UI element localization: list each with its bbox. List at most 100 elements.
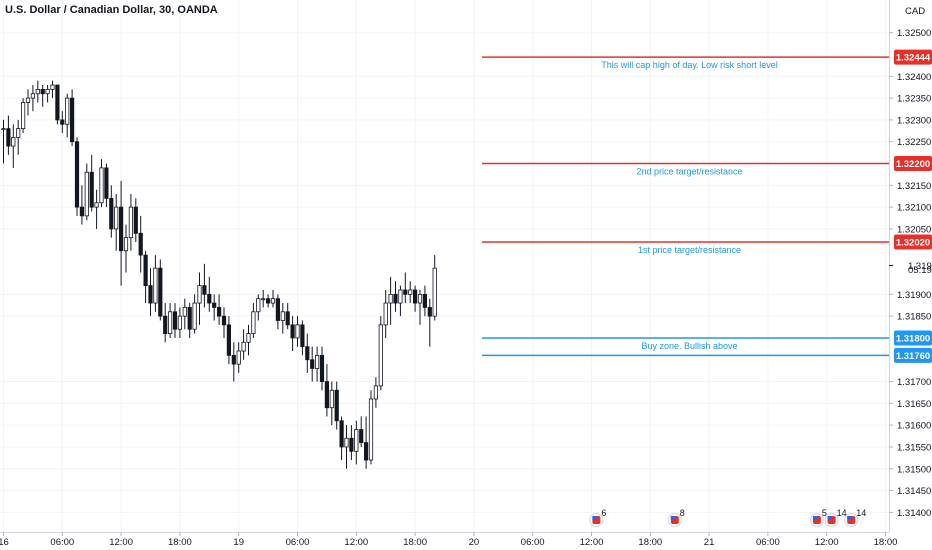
- candle-body: [403, 289, 408, 295]
- candle-body: [270, 298, 276, 304]
- x-tick-label: 18:00: [403, 537, 427, 548]
- candle-body: [373, 385, 379, 400]
- candle-body: [148, 285, 153, 304]
- candle-body: [65, 97, 70, 125]
- candle-body: [182, 307, 187, 317]
- y-tick-label: 1.31450: [897, 486, 931, 497]
- candle-body: [153, 267, 158, 304]
- candle-body: [265, 298, 271, 304]
- candle-body: [417, 293, 423, 304]
- candle-body: [89, 171, 94, 208]
- event-flag-canton: [812, 516, 817, 520]
- candle-body: [359, 429, 364, 444]
- bar-countdown: 05:19: [908, 265, 932, 276]
- candle-body: [197, 285, 202, 304]
- candle-body: [20, 102, 26, 130]
- event-flag-canton: [827, 516, 832, 520]
- candle-body: [334, 389, 339, 422]
- x-tick-label: 16: [0, 537, 9, 548]
- x-tick-label: 18:00: [874, 537, 898, 548]
- level-note: This will cap high of day. Low risk shor…: [601, 60, 777, 70]
- level-price-tag: [894, 156, 932, 172]
- candle-body: [114, 206, 119, 230]
- event-flag-canton: [670, 516, 675, 520]
- candle-body: [177, 315, 182, 330]
- event-count: 6: [601, 508, 606, 518]
- candle-body: [104, 167, 109, 199]
- candle-body: [40, 88, 45, 95]
- candle-body: [319, 354, 325, 382]
- candle-body: [143, 254, 148, 287]
- level-price-tag-label: 1.32200: [896, 159, 930, 170]
- y-tick-label: 1.32500: [897, 28, 931, 39]
- x-tick-label: 12:00: [580, 537, 604, 548]
- candle-body: [30, 93, 36, 99]
- price-axis[interactable]: 1.32500 1.32400 1.32350 1.32300 1.32250 1.321…: [889, 28, 932, 519]
- candle-body: [368, 398, 374, 461]
- candle-body: [216, 307, 222, 317]
- x-tick-label: 06:00: [286, 537, 310, 548]
- x-tick-label: 06:00: [756, 537, 780, 548]
- candle-body: [432, 267, 437, 317]
- candle-body: [354, 429, 359, 452]
- y-tick-label: 1.32350: [897, 94, 931, 105]
- candle-body: [344, 437, 349, 448]
- candle-body: [158, 267, 163, 317]
- candle-body: [305, 346, 310, 361]
- event-flag-canton: [847, 516, 852, 520]
- y-tick-label: 1.31400: [897, 508, 931, 519]
- level-price-tag-label: 1.31760: [896, 351, 930, 362]
- candle-body: [1, 128, 6, 131]
- candle-body: [207, 293, 212, 304]
- candle-body: [236, 350, 241, 365]
- candle-body: [163, 315, 168, 334]
- candle-body: [99, 167, 104, 204]
- candle-body: [412, 289, 418, 304]
- candle-body: [70, 97, 75, 143]
- candle-body: [427, 307, 432, 317]
- y-tick-label: 1.31700: [897, 377, 931, 388]
- event-count: 8: [680, 508, 685, 518]
- candle-body: [6, 128, 11, 147]
- candle-body: [383, 302, 388, 326]
- y-tick-label: 1.31900: [897, 290, 931, 301]
- event-count: 14: [837, 508, 847, 518]
- y-tick-label: 1.32050: [897, 224, 931, 235]
- candle-body: [246, 333, 251, 343]
- y-tick-label: 1.32250: [897, 137, 931, 148]
- candle-body: [310, 359, 315, 369]
- candle-body: [35, 88, 40, 95]
- candle-body: [339, 420, 344, 448]
- candle-body: [167, 311, 173, 334]
- candle-body: [123, 237, 129, 252]
- candle-body: [221, 315, 227, 326]
- candle-body: [300, 324, 305, 348]
- time-axis[interactable]: 16 06:00 12:00 18:00 19 06:00 12:00 18:00 20 06:0…: [0, 532, 897, 548]
- level-price-tag: [894, 330, 932, 346]
- y-tick-label: 1.32100: [897, 203, 931, 214]
- candle-body: [128, 206, 133, 239]
- x-tick-label: 18:00: [168, 537, 192, 548]
- y-tick-label: 1.32150: [897, 181, 931, 192]
- y-tick-label: 1.31650: [897, 399, 931, 410]
- x-tick-label: 12:00: [815, 537, 839, 548]
- candle-body: [349, 437, 354, 452]
- x-tick-label: 19: [233, 537, 244, 548]
- level-note: Buy zone. Bullish above: [641, 341, 737, 351]
- candle-body: [202, 285, 207, 295]
- candle-body: [138, 232, 143, 256]
- candle-body: [295, 324, 300, 339]
- candle-body: [261, 298, 266, 301]
- y-tick-label: 1.32300: [897, 115, 931, 126]
- candle-body: [79, 206, 84, 217]
- level-price-tag-label: 1.32444: [896, 53, 931, 64]
- candle-body: [11, 136, 16, 147]
- candle-body: [324, 381, 330, 409]
- candle-body: [408, 289, 413, 295]
- x-tick-label: 18:00: [638, 537, 662, 548]
- candle-body: [45, 88, 50, 95]
- candle-body: [16, 128, 21, 138]
- x-tick-label: 12:00: [344, 537, 368, 548]
- candle-body: [119, 206, 124, 252]
